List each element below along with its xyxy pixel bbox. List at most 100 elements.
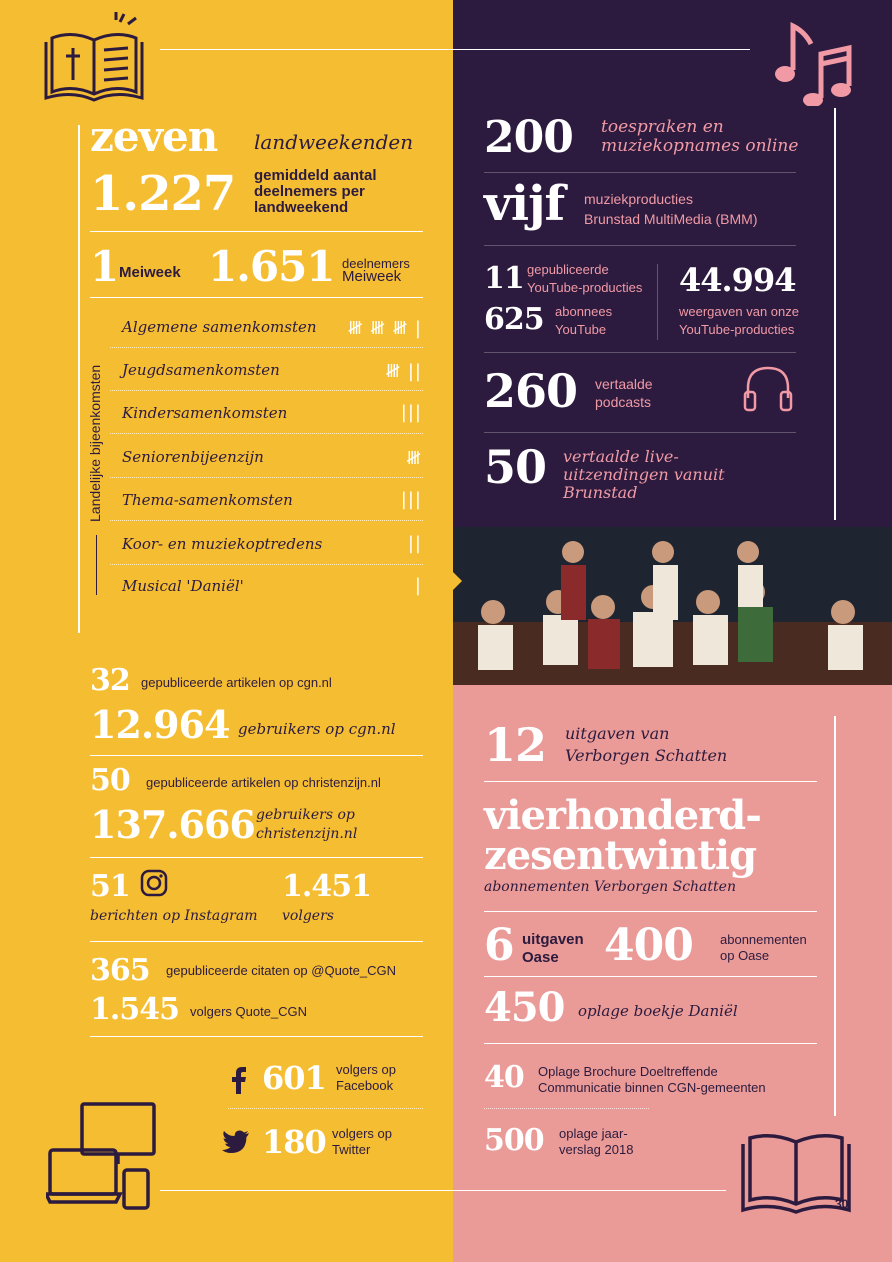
meeting-row-label: Koor- en muziekoptredens bbox=[122, 535, 323, 553]
stat-137666: 137.666 bbox=[90, 802, 256, 847]
stat-44994-label-2: YouTube-producties bbox=[679, 322, 795, 337]
open-book-icon bbox=[740, 1130, 852, 1214]
stat-180-label-2: Twitter bbox=[332, 1142, 371, 1157]
tally-marks: ||| bbox=[400, 489, 422, 510]
stat-400-label-2: op Oase bbox=[720, 948, 770, 963]
instagram-icon[interactable] bbox=[140, 869, 168, 897]
stat-625: 625 bbox=[484, 302, 545, 337]
stat-137666-label-1: gebruikers op bbox=[256, 807, 355, 823]
stat-51: 51 bbox=[90, 869, 131, 904]
stat-180: 180 bbox=[262, 1123, 327, 1161]
stat-6-label-1: uitgaven bbox=[522, 931, 584, 948]
meeting-row-label: Jeugdsamenkomsten bbox=[122, 361, 280, 379]
vertical-section-label: Landelijke bijeenkomsten bbox=[87, 364, 103, 522]
stat-12-label-2: Verborgen Schatten bbox=[565, 746, 728, 765]
bible-icon bbox=[44, 10, 144, 102]
stat-1451-label: volgers bbox=[282, 908, 334, 924]
stat-601-label-2: Facebook bbox=[336, 1078, 394, 1093]
tally-marks: 𝍸 𝍸 𝍸 | bbox=[347, 318, 422, 339]
stat-1227: 1.227 bbox=[90, 166, 236, 222]
column-divider bbox=[657, 264, 658, 340]
headphones-icon bbox=[742, 364, 794, 414]
right-bottom-vertical-rule bbox=[834, 716, 836, 1116]
row-divider bbox=[228, 1108, 423, 1109]
divider bbox=[484, 172, 796, 173]
music-notes-icon bbox=[763, 18, 855, 107]
stat-12964-label: gebruikers op cgn.nl bbox=[238, 720, 396, 738]
stat-6: 6 bbox=[484, 920, 515, 971]
yellow-panel-top-left bbox=[0, 0, 453, 632]
stat-400-label-1: abonnementen bbox=[720, 932, 807, 947]
stat-400: 400 bbox=[604, 920, 694, 971]
section-bracket-line bbox=[96, 535, 97, 595]
stat-1: 1 bbox=[90, 242, 119, 291]
tally-marks: ||| bbox=[400, 402, 422, 423]
stat-200: 200 bbox=[484, 112, 574, 163]
left-vertical-rule bbox=[78, 125, 80, 633]
stat-zeven: zeven bbox=[90, 112, 218, 161]
stat-zeven-label: landweekenden bbox=[254, 130, 414, 154]
divider bbox=[90, 755, 423, 756]
stat-1651-label-1: deelnemers bbox=[342, 256, 410, 271]
stat-vierhonderd-label: abonnementen Verborgen Schatten bbox=[484, 879, 736, 895]
arrow-notch bbox=[453, 572, 462, 590]
divider bbox=[484, 352, 796, 353]
stat-11-label-2: YouTube-producties bbox=[527, 280, 643, 295]
tally-marks: || bbox=[407, 533, 422, 554]
row-divider bbox=[484, 1108, 649, 1109]
stat-1545-label: volgers Quote_CGN bbox=[190, 1004, 308, 1019]
facebook-icon[interactable] bbox=[228, 1066, 248, 1094]
twitter-icon[interactable] bbox=[222, 1130, 250, 1154]
stat-260: 260 bbox=[484, 364, 578, 418]
stat-40-label-2: Communicatie binnen CGN-gemeenten bbox=[538, 1080, 766, 1095]
stat-1651: 1.651 bbox=[208, 242, 336, 291]
divider bbox=[90, 941, 423, 942]
stat-1451: 1.451 bbox=[282, 869, 372, 904]
row-divider bbox=[110, 564, 423, 565]
stat-260-label-2: podcasts bbox=[595, 394, 652, 410]
stat-450-label: oplage boekje Daniël bbox=[578, 1002, 738, 1020]
divider bbox=[484, 432, 796, 433]
divider bbox=[484, 1043, 817, 1044]
stat-40-label-1: Oplage Brochure Doeltreffende bbox=[538, 1064, 718, 1079]
stat-40: 40 bbox=[484, 1060, 525, 1095]
stat-625-label-1: abonnees bbox=[555, 304, 613, 319]
meeting-row-label: Seniorenbijeenzijn bbox=[122, 448, 264, 466]
divider bbox=[484, 976, 817, 977]
stat-44994-label-1: weergaven van onze bbox=[679, 304, 799, 319]
stat-51-label: berichten op Instagram bbox=[90, 908, 258, 924]
stat-vijf-label-1: muziekproducties bbox=[584, 191, 693, 207]
stat-500-label-2: verslag 2018 bbox=[559, 1142, 634, 1157]
stat-32-label: gepubliceerde artikelen op cgn.nl bbox=[141, 675, 332, 690]
stat-50-live: 50 bbox=[484, 440, 547, 494]
stat-1227-label: gemiddeld aantal deelnemers per landweek… bbox=[254, 167, 377, 216]
stat-11-label-1: gepubliceerde bbox=[527, 262, 609, 277]
row-divider bbox=[110, 347, 423, 348]
divider bbox=[90, 1036, 423, 1037]
stat-32: 32 bbox=[90, 663, 131, 698]
stat-12: 12 bbox=[484, 718, 547, 772]
stat-365: 365 bbox=[90, 953, 151, 988]
bottom-rule bbox=[160, 1190, 726, 1191]
stat-365-label: gepubliceerde citaten op @Quote_CGN bbox=[166, 963, 397, 978]
stat-11: 11 bbox=[484, 261, 525, 296]
tally-marks: | bbox=[414, 575, 422, 596]
stat-12-label-1: uitgaven van bbox=[565, 724, 670, 743]
stat-450: 450 bbox=[484, 984, 565, 1031]
stat-44994: 44.994 bbox=[679, 261, 796, 299]
stat-180-label-1: volgers op bbox=[332, 1126, 392, 1141]
divider bbox=[90, 297, 423, 298]
right-vertical-rule bbox=[834, 108, 836, 520]
yellow-panel-bottom-left bbox=[0, 632, 453, 1262]
top-rule bbox=[160, 49, 750, 50]
stat-500: 500 bbox=[484, 1123, 545, 1158]
stat-601-label-1: volgers op bbox=[336, 1062, 396, 1077]
divider bbox=[484, 245, 796, 246]
meeting-row-label: Kindersamenkomsten bbox=[122, 404, 288, 422]
stat-50-articles: 50 bbox=[90, 763, 131, 798]
stat-200-label: toespraken en muziekopnames online bbox=[601, 117, 799, 156]
divider bbox=[90, 857, 423, 858]
divider bbox=[484, 911, 817, 912]
stat-500-label-1: oplage jaar- bbox=[559, 1126, 628, 1141]
tally-marks: 𝍸 bbox=[406, 448, 422, 469]
